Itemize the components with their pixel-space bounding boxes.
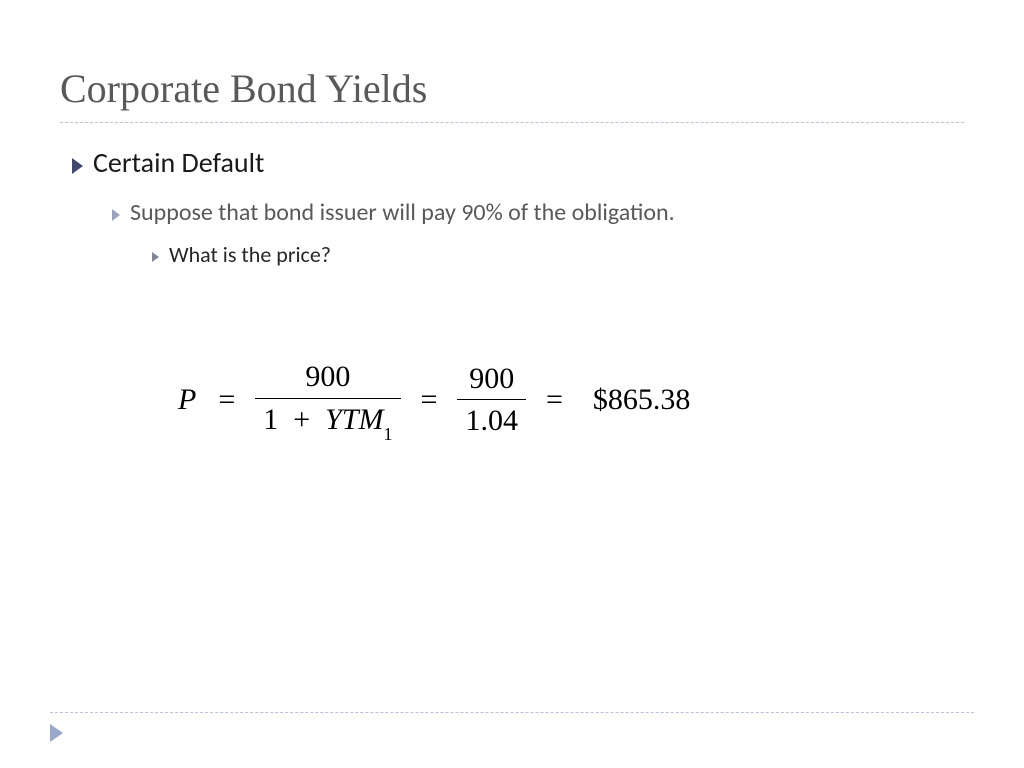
eq-frac2-numerator: 900 [461,360,522,400]
bullet-level3-text: What is the price? [169,241,331,268]
triangle-bullet-icon [72,158,83,174]
bullet-level3: What is the price? [152,241,964,268]
title-divider [60,122,964,123]
eq-equals: = [218,383,235,417]
footer-divider [50,712,974,713]
eq-frac1-den-var: YTM [325,403,383,436]
eq-frac1-den-sub: 1 [384,424,393,444]
eq-equals: = [421,383,438,417]
eq-result: $865.38 [593,383,691,417]
triangle-bullet-icon [112,209,120,221]
eq-fraction-1: 900 1 + YTM1 [255,358,400,441]
triangle-bullet-icon [152,252,159,262]
eq-frac1-den-op: + [293,403,310,436]
eq-lhs-variable: P [178,383,196,417]
eq-frac1-den-left: 1 [263,403,278,436]
eq-frac1-numerator: 900 [297,358,358,398]
bullet-level1-text: Certain Default [93,145,264,180]
slide: Corporate Bond Yields Certain Default Su… [0,0,1024,768]
corner-triangle-icon [50,724,63,742]
eq-fraction-2: 900 1.04 [457,360,526,440]
bullet-list: Certain Default Suppose that bond issuer… [72,145,964,268]
eq-frac2-denominator: 1.04 [457,399,526,440]
eq-equals: = [546,383,563,417]
bullet-level1: Certain Default [72,145,964,180]
eq-frac1-denominator: 1 + YTM1 [255,398,400,442]
bullet-level2: Suppose that bond issuer will pay 90% of… [112,198,964,227]
bullet-level2-text: Suppose that bond issuer will pay 90% of… [130,198,675,227]
slide-title: Corporate Bond Yields [60,65,964,112]
price-equation: P = 900 1 + YTM1 = 900 1.04 = $865.38 [170,358,964,441]
